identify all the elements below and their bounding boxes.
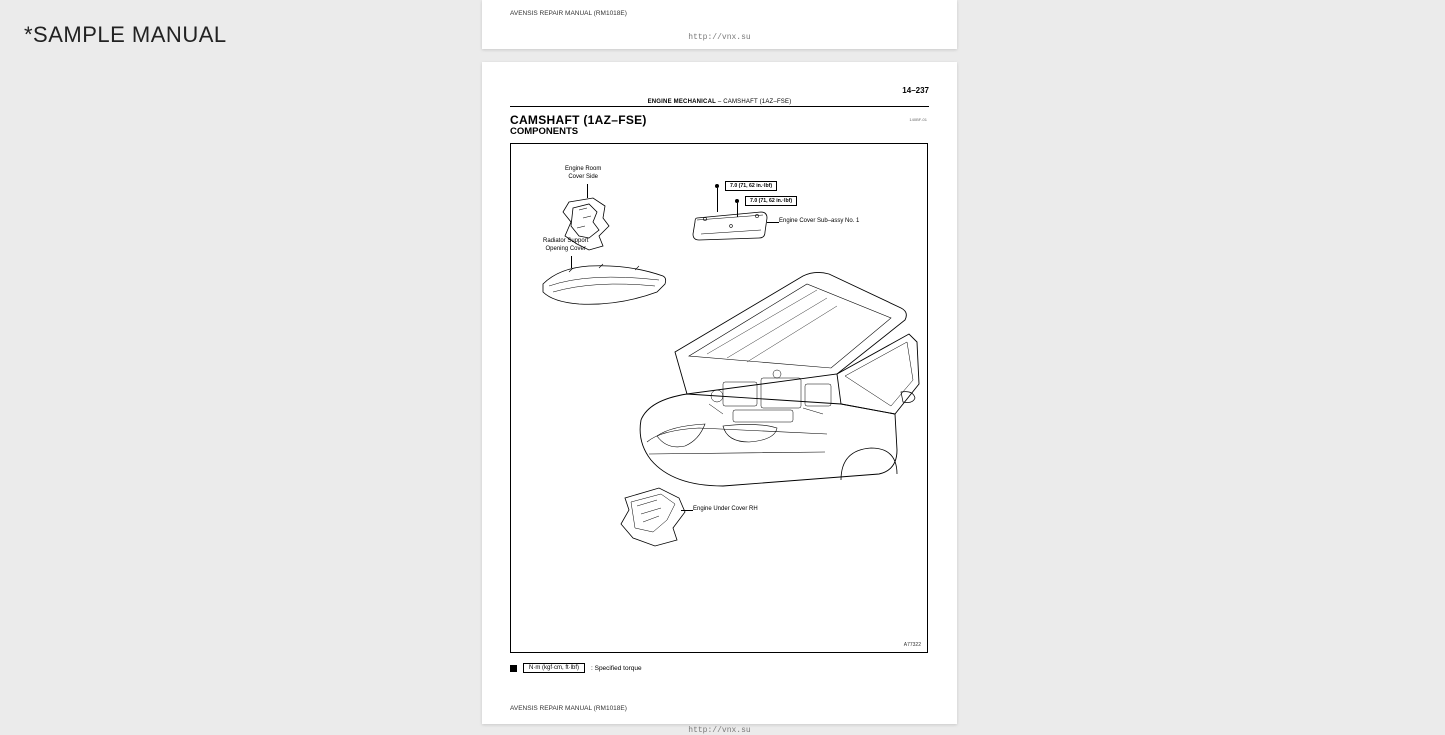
part-engine-under-cover bbox=[615, 484, 693, 550]
diagram-code: A77322 bbox=[904, 642, 921, 648]
legend-text: : Specified torque bbox=[591, 665, 642, 672]
torque-spec-2: 7.0 (71, 62 in.·lbf) bbox=[745, 196, 797, 206]
callout-engine-cover-sub: Engine Cover Sub–assy No. 1 bbox=[779, 218, 859, 224]
callout-engine-room-cover-side: Engine Room Cover Side bbox=[565, 166, 601, 182]
previous-page-sliver: AVENSIS REPAIR MANUAL (RM1018E) http://v… bbox=[482, 0, 957, 49]
components-diagram: Engine Room Cover Side 7.0 (71, 62 in.·l… bbox=[510, 143, 928, 653]
page-footer-link: http://vnx.su bbox=[510, 726, 929, 735]
page-subtitle: COMPONENTS bbox=[510, 126, 929, 137]
legend-row: N·m (kgf·cm, ft·lbf) : Specified torque bbox=[510, 663, 929, 673]
legend-bullet-icon bbox=[510, 665, 517, 672]
section-header: ENGINE MECHANICAL – CAMSHAFT (1AZ–FSE) bbox=[510, 99, 929, 107]
manual-page: 14–237 ENGINE MECHANICAL – CAMSHAFT (1AZ… bbox=[482, 62, 957, 724]
header-section: ENGINE MECHANICAL bbox=[648, 99, 716, 105]
torque-spec-1: 7.0 (71, 62 in.·lbf) bbox=[725, 181, 777, 191]
header-sub: CAMSHAFT (1AZ–FSE) bbox=[723, 99, 791, 105]
part-vehicle-body bbox=[627, 264, 923, 494]
part-engine-cover-sub bbox=[691, 208, 769, 242]
sample-manual-watermark: *SAMPLE MANUAL bbox=[24, 22, 227, 48]
part-engine-room-cover-side bbox=[559, 196, 629, 252]
page-number: 14–237 bbox=[510, 86, 929, 95]
callout-line2: Cover Side bbox=[568, 174, 598, 180]
callout-engine-under-cover: Engine Under Cover RH bbox=[693, 506, 758, 512]
page-footer: AVENSIS REPAIR MANUAL (RM1018E) bbox=[510, 705, 929, 712]
callout-line1: Engine Room bbox=[565, 166, 601, 172]
prev-page-link: http://vnx.su bbox=[510, 33, 929, 42]
title-block: CAMSHAFT (1AZ–FSE) 140BF-01 COMPONENTS bbox=[510, 113, 929, 137]
prev-page-footer: AVENSIS REPAIR MANUAL (RM1018E) bbox=[510, 10, 929, 17]
legend-unit-box: N·m (kgf·cm, ft·lbf) bbox=[523, 663, 585, 673]
